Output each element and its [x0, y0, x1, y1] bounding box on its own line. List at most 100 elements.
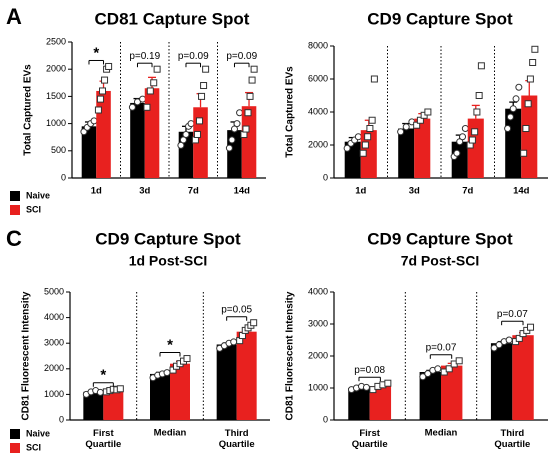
data-point: [495, 341, 503, 349]
data-point: [228, 136, 236, 144]
bar: [144, 88, 160, 178]
data-point: [529, 59, 537, 66]
x-tick-label: 7d: [462, 186, 473, 197]
x-tick-label: Third Quartile: [219, 428, 255, 450]
data-point: [445, 365, 453, 373]
bar: [441, 365, 463, 420]
bar: [170, 363, 190, 420]
data-point: [179, 136, 187, 144]
significance-label: *: [93, 44, 99, 61]
data-point: [509, 105, 517, 113]
legend-swatch: [10, 205, 20, 215]
data-point: [413, 121, 421, 129]
chart-title: CD9 Capture Spot: [367, 9, 513, 28]
x-tick-label: 3d: [139, 186, 150, 197]
data-point: [461, 125, 469, 132]
panel-label: A: [6, 4, 22, 29]
legend-label: Naive: [26, 190, 50, 200]
data-point: [468, 136, 476, 144]
data-point: [163, 369, 171, 377]
data-point: [233, 120, 241, 128]
bar: [96, 90, 111, 178]
y-tick-label: 2000: [46, 64, 66, 74]
significance-label: p=0.09: [226, 51, 257, 62]
data-point: [362, 383, 370, 391]
y-tick-label: 4000: [44, 312, 64, 322]
y-axis-label: CD81 Fluorescent Intensity: [21, 291, 32, 420]
y-tick-label: 3000: [44, 338, 64, 348]
data-point: [99, 87, 107, 95]
chart-title: CD9 Capture Spot: [95, 229, 241, 248]
data-point: [198, 92, 206, 100]
bar: [81, 126, 97, 178]
bar: [227, 130, 242, 178]
data-point: [183, 355, 191, 363]
data-point: [361, 141, 369, 149]
y-tick-label: 1500: [46, 91, 66, 101]
significance-label: p=0.05: [221, 304, 252, 315]
data-point: [250, 65, 258, 73]
y-tick-label: 500: [51, 145, 66, 155]
data-point: [424, 370, 432, 378]
y-axis-label: Total Captured EVs: [285, 66, 296, 158]
y-tick-label: 2000: [308, 350, 328, 360]
data-point: [202, 65, 210, 73]
legend-label: SCI: [26, 204, 41, 214]
data-point: [200, 82, 208, 90]
y-tick-label: 0: [323, 172, 328, 182]
data-point: [193, 130, 201, 138]
data-point: [473, 108, 481, 116]
data-point: [244, 109, 252, 117]
data-point: [366, 125, 374, 132]
data-point: [248, 76, 256, 84]
data-point: [153, 65, 161, 73]
data-point: [359, 149, 367, 157]
x-tick-label: 14d: [513, 186, 530, 197]
data-point: [246, 92, 254, 100]
data-point: [368, 116, 376, 124]
data-point: [225, 144, 233, 152]
data-point: [105, 62, 113, 70]
y-tick-label: 2000: [44, 363, 64, 373]
bar: [193, 107, 208, 178]
bar: [348, 388, 370, 420]
data-point: [354, 133, 362, 141]
data-point: [146, 87, 154, 95]
y-tick-label: 6000: [308, 73, 328, 83]
data-point: [187, 120, 195, 128]
y-tick-label: 2500: [46, 36, 66, 46]
y-tick-label: 1000: [308, 382, 328, 392]
y-tick-label: 1000: [46, 118, 66, 128]
x-tick-label: 14d: [234, 186, 251, 197]
y-tick-label: 0: [59, 414, 64, 424]
data-point: [459, 133, 467, 141]
y-tick-label: 1000: [44, 389, 64, 399]
data-point: [343, 144, 351, 152]
legend-swatch: [10, 191, 20, 201]
y-axis-label: CD81 Fluorescent Intensity: [285, 291, 296, 420]
x-tick-label: 7d: [188, 186, 199, 197]
significance-label: *: [167, 337, 173, 354]
data-point: [526, 75, 534, 83]
data-point: [524, 100, 532, 108]
bar: [103, 390, 124, 420]
bar: [236, 331, 257, 420]
y-tick-label: 3000: [308, 318, 328, 328]
significance-label: p=0.09: [178, 51, 209, 62]
data-point: [475, 92, 483, 99]
legend-swatch: [10, 443, 20, 453]
x-tick-label: 3d: [409, 186, 420, 197]
data-point: [402, 123, 410, 131]
data-point: [424, 108, 432, 116]
data-point: [416, 116, 424, 124]
x-tick-label: First Quartile: [85, 428, 121, 450]
bar: [512, 335, 534, 420]
data-point: [96, 388, 104, 396]
bar: [505, 108, 522, 178]
significance-label: p=0.07: [497, 309, 528, 320]
bar: [241, 106, 257, 178]
data-point: [455, 357, 463, 365]
data-point: [512, 95, 520, 103]
data-point: [250, 319, 258, 327]
chart-title: CD9 Capture Spot: [367, 229, 513, 248]
